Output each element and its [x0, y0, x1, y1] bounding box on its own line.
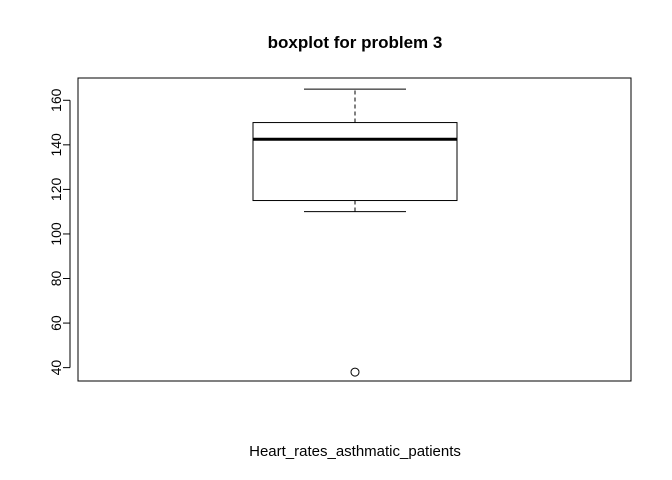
interquartile-box [252, 122, 458, 202]
x-axis-label: Heart_rates_asthmatic_patients [249, 443, 461, 460]
y-tick-label: 100 [48, 222, 64, 246]
y-tick-label: 160 [48, 88, 64, 112]
chart-title: boxplot for problem 3 [268, 33, 443, 52]
box-group [252, 88, 458, 377]
y-tick-label: 40 [48, 360, 64, 376]
y-tick-label: 60 [48, 315, 64, 331]
y-tick-label: 80 [48, 271, 64, 287]
outlier-point [350, 367, 360, 377]
y-axis: 40 60 80 100 120 140 160 [48, 88, 71, 376]
plot-frame [77, 77, 632, 382]
y-tick-label: 120 [48, 178, 64, 202]
y-tick-label: 140 [48, 133, 64, 157]
